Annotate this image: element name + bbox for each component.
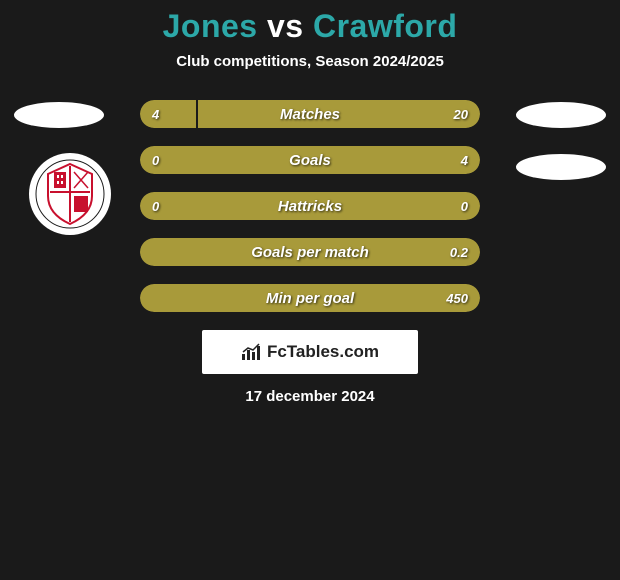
- player2-oval-icon-2: [516, 154, 606, 180]
- bar-value-right: 0.2: [450, 238, 468, 266]
- bar-row: Goals per match0.2: [140, 238, 480, 266]
- club-badge-icon: [28, 152, 112, 236]
- chart-icon: [241, 343, 263, 361]
- bar-value-right: 450: [446, 284, 468, 312]
- bar-value-right: 4: [461, 146, 468, 174]
- player2-name: Crawford: [313, 8, 457, 44]
- bar-value-left: 0: [152, 146, 159, 174]
- bar-row: Matches4 20: [140, 100, 480, 128]
- bar-label: Matches: [140, 100, 480, 128]
- bar-value-left: 0: [152, 192, 159, 220]
- subtitle: Club competitions, Season 2024/2025: [0, 53, 620, 70]
- title: Jones vs Crawford: [0, 8, 620, 45]
- bar-value-right: 0: [461, 192, 468, 220]
- vs-separator: vs: [267, 8, 304, 44]
- comparison-widget: Jones vs Crawford Club competitions, Sea…: [0, 0, 620, 405]
- bar-row: Hattricks0 0: [140, 192, 480, 220]
- player1-name: Jones: [163, 8, 258, 44]
- comparison-bars: Matches420Goals04Hattricks00Goals per ma…: [140, 100, 480, 312]
- bar-label: Hattricks: [140, 192, 480, 220]
- fctables-logo[interactable]: FcTables.com: [202, 330, 418, 374]
- player2-oval-icon-1: [516, 102, 606, 128]
- bar-value-right: 20: [454, 100, 468, 128]
- date-text: 17 december 2024: [0, 388, 620, 405]
- bar-row: Goals0 4: [140, 146, 480, 174]
- bar-value-left: 4: [152, 100, 159, 128]
- fctables-text: FcTables.com: [267, 342, 379, 362]
- player1-oval-icon: [14, 102, 104, 128]
- main-area: Matches420Goals04Hattricks00Goals per ma…: [0, 100, 620, 312]
- bar-row: Min per goal450: [140, 284, 480, 312]
- bar-label: Goals: [140, 146, 480, 174]
- bar-label: Min per goal: [140, 284, 480, 312]
- bar-label: Goals per match: [140, 238, 480, 266]
